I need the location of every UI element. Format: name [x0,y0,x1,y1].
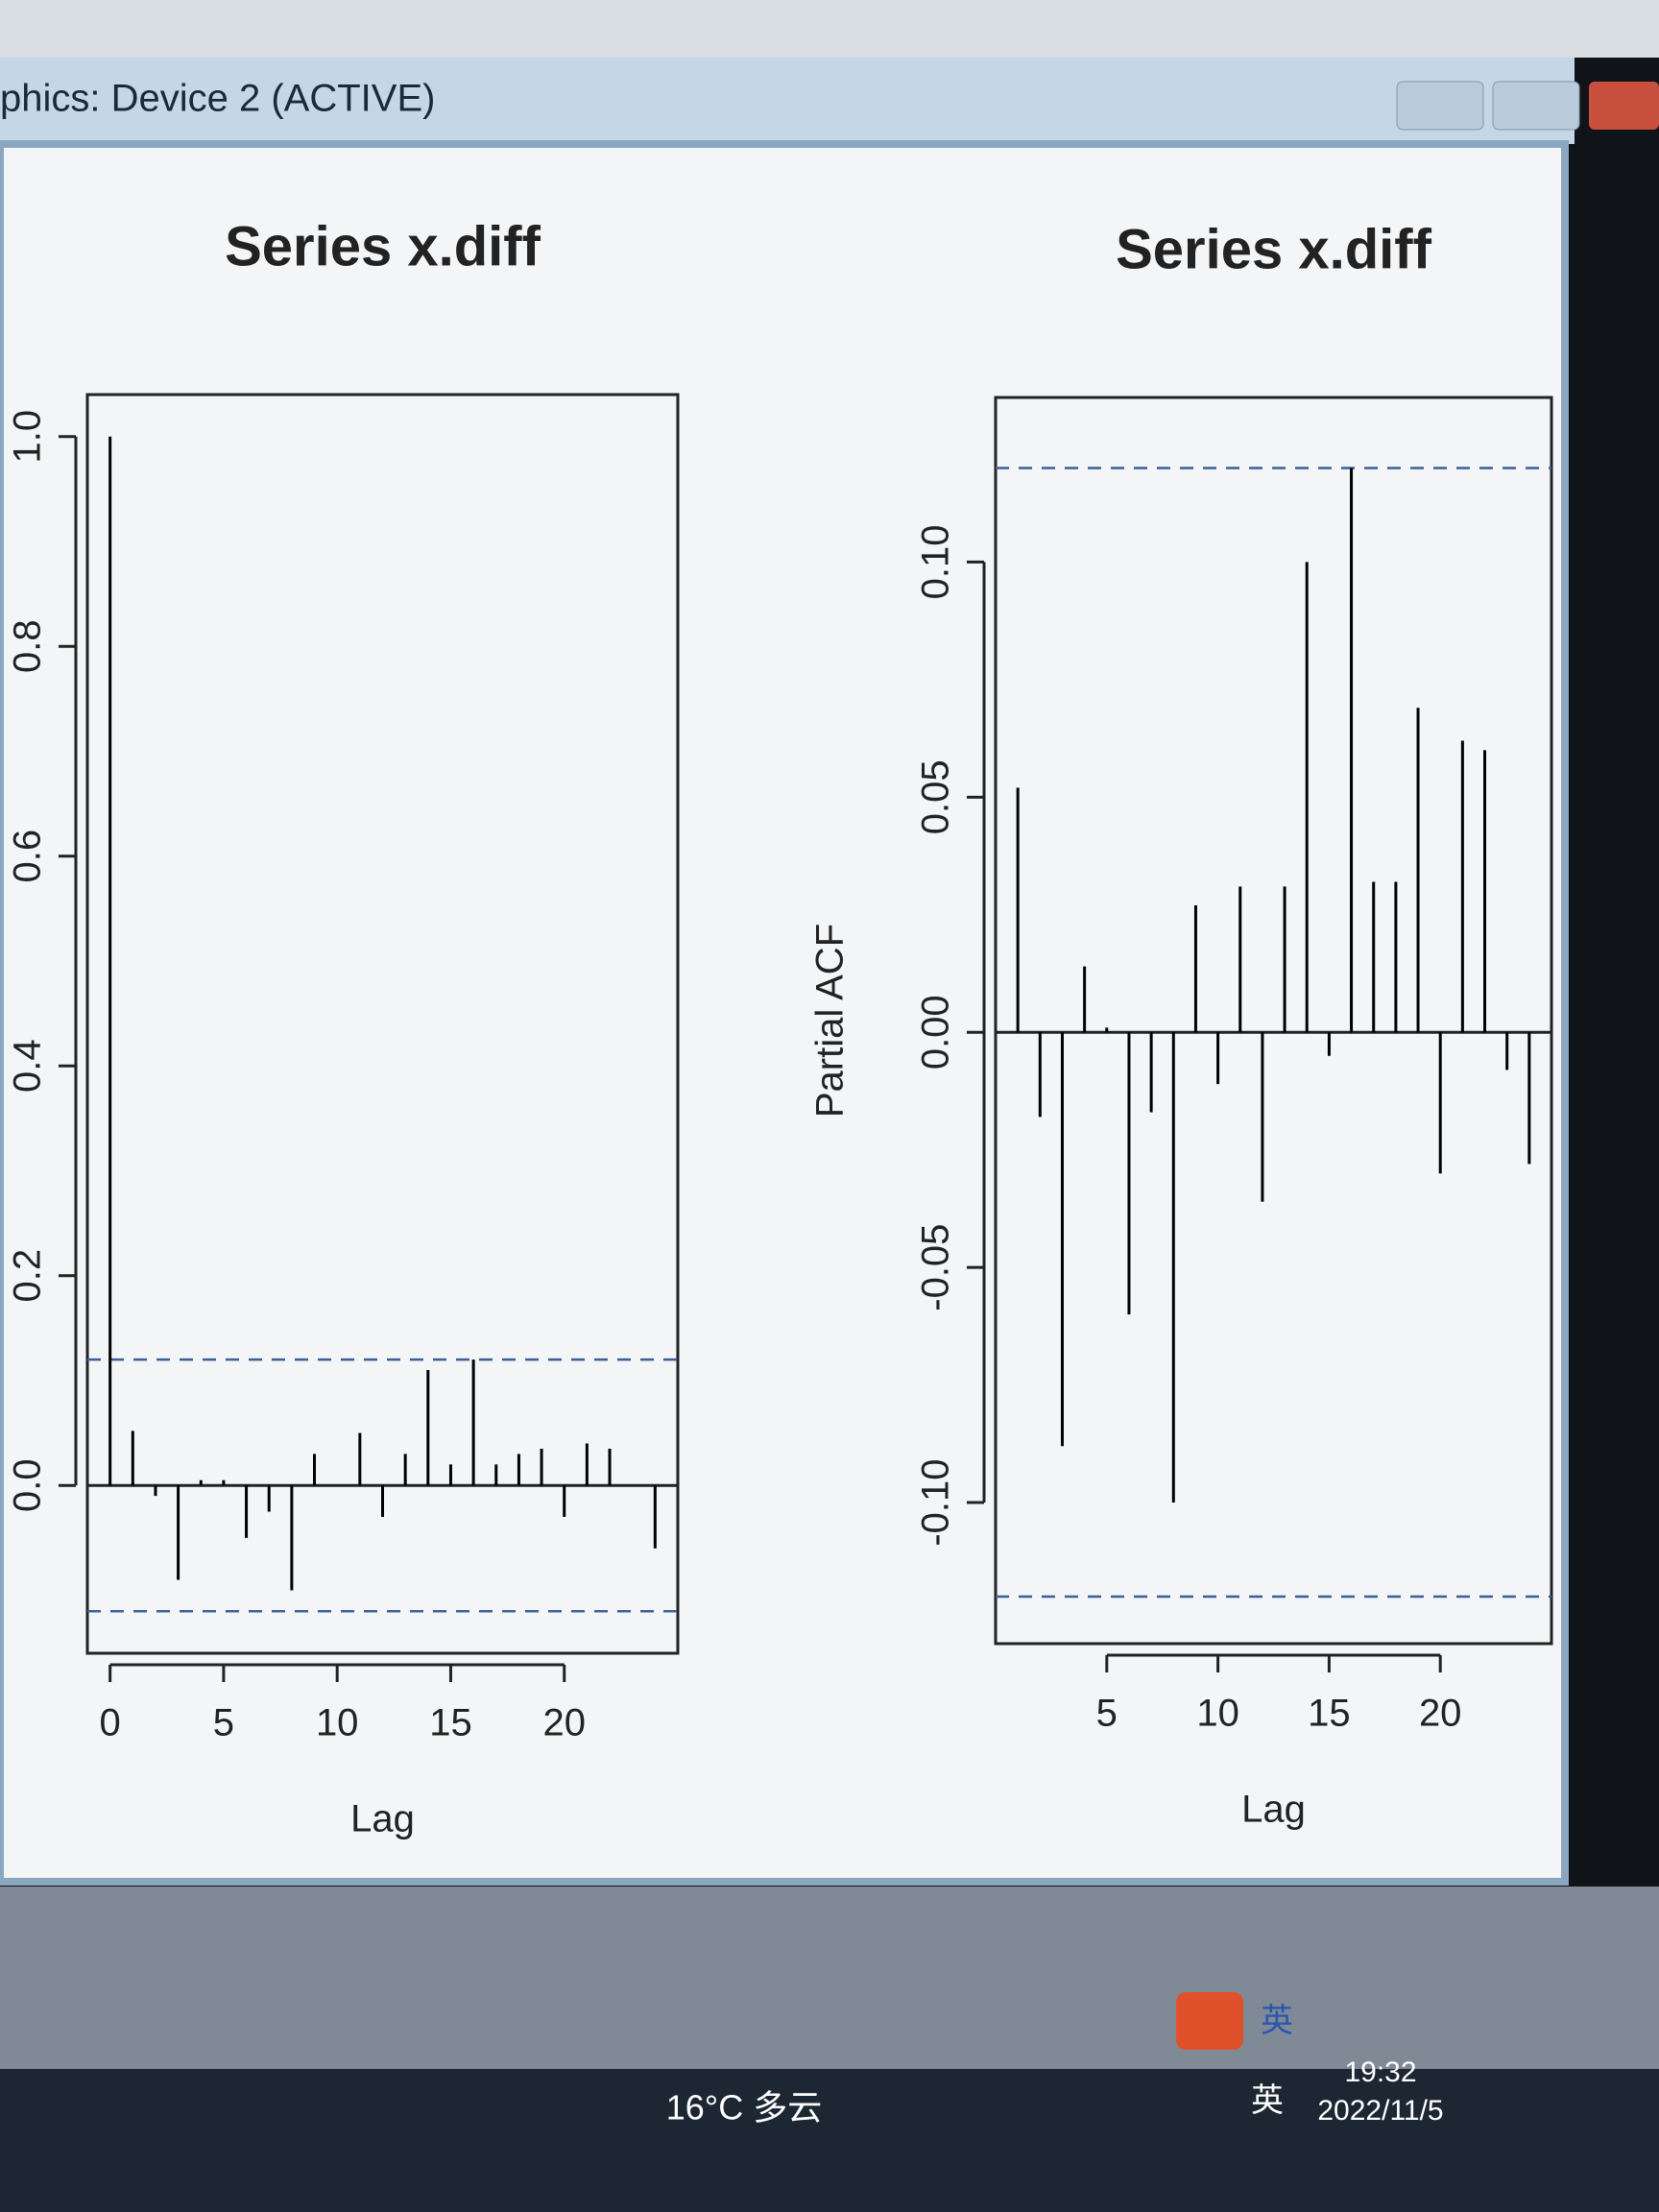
y-tick-label: 0.2 [7,1249,49,1303]
chart-title: Series x.diff [1116,218,1431,280]
taskbar-ime: 英 [1251,2082,1284,2119]
x-tick-label: 10 [316,1702,359,1744]
plot-frame [994,396,1553,1646]
x-tick-label: 15 [1308,1693,1351,1735]
clock-date: 2022/11/5 [1317,2095,1443,2127]
x-tick-label: 20 [1419,1693,1462,1735]
y-tick-label: -0.05 [915,1224,957,1311]
window-title: phics: Device 2 (ACTIVE) [0,78,435,120]
ime-mode: 英 [1261,2003,1293,2039]
screen-top [0,0,1659,58]
maximize-button[interactable] [1492,81,1580,131]
desktop [0,1887,1659,2069]
y-tick-label: 0.4 [7,1039,49,1093]
y-tick-label: 1.0 [7,410,49,464]
close-button[interactable] [1589,82,1659,130]
ime-logo [1176,1992,1243,2050]
x-tick-label: 15 [429,1702,472,1744]
x-tick-label: 20 [542,1702,586,1744]
plot-area [0,140,1569,1886]
title-bar [0,58,1575,144]
plot-frame [85,393,680,1655]
y-tick-label: 0.0 [7,1458,49,1512]
y-tick-label: 0.6 [7,830,49,883]
x-axis-label: Lag [1241,1789,1306,1831]
weather: 16°C 多云 [666,2088,822,2128]
y-tick-label: 0.8 [7,619,49,673]
chart-title: Series x.diff [225,215,541,277]
clock-time: 19:32 [1344,2056,1416,2088]
y-tick-label: -0.10 [915,1458,957,1546]
minimize-button[interactable] [1396,81,1484,131]
x-tick-label: 0 [100,1702,121,1744]
x-tick-label: 10 [1196,1693,1239,1735]
y-axis-label: Partial ACF [809,924,852,1118]
x-tick-label: 5 [1096,1693,1118,1735]
taskbar [0,2069,1659,2212]
x-axis-label: Lag [350,1798,415,1840]
x-tick-label: 5 [213,1702,234,1744]
y-tick-label: 0.10 [915,525,957,600]
y-tick-label: 0.00 [915,995,957,1070]
y-tick-label: 0.05 [915,759,957,834]
